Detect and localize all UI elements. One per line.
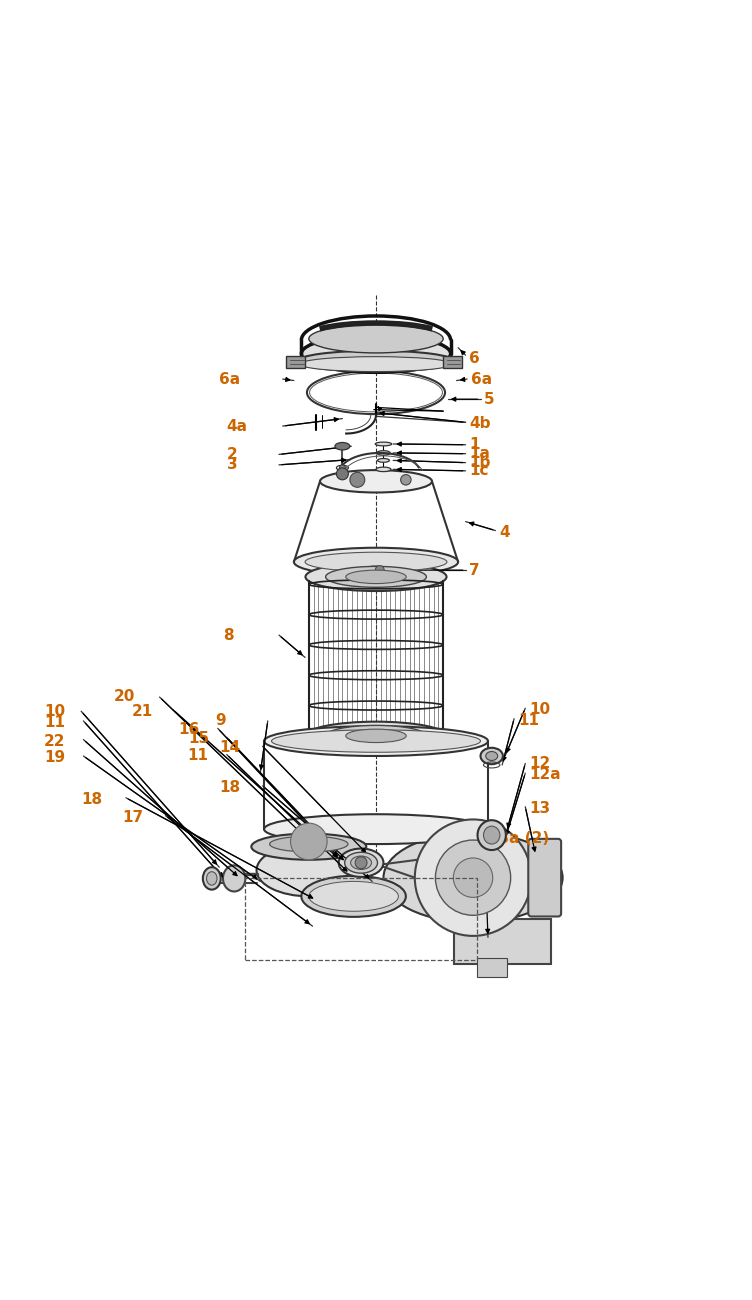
- Ellipse shape: [326, 567, 426, 588]
- FancyBboxPatch shape: [453, 919, 550, 963]
- Text: 10: 10: [529, 702, 550, 718]
- Ellipse shape: [377, 451, 390, 455]
- Circle shape: [435, 840, 511, 915]
- Text: 20: 20: [114, 689, 135, 703]
- Circle shape: [453, 858, 493, 897]
- Text: 4a: 4a: [226, 419, 247, 434]
- Text: 6a: 6a: [471, 372, 492, 386]
- Circle shape: [415, 819, 531, 936]
- Ellipse shape: [309, 881, 399, 911]
- Text: 3: 3: [226, 458, 238, 472]
- FancyBboxPatch shape: [528, 838, 561, 916]
- Text: 1a: 1a: [469, 446, 490, 462]
- Ellipse shape: [302, 335, 450, 372]
- Ellipse shape: [264, 814, 488, 844]
- Text: 11: 11: [44, 715, 65, 729]
- Bar: [245, 878, 477, 959]
- Text: 8: 8: [223, 628, 234, 642]
- Ellipse shape: [376, 467, 391, 472]
- Ellipse shape: [362, 566, 390, 575]
- Ellipse shape: [344, 853, 378, 874]
- Text: 5: 5: [484, 391, 495, 407]
- Ellipse shape: [486, 751, 498, 760]
- Ellipse shape: [346, 571, 406, 584]
- Ellipse shape: [305, 563, 447, 592]
- Ellipse shape: [384, 833, 562, 923]
- Text: 10: 10: [44, 703, 65, 719]
- Text: 22: 22: [44, 733, 65, 749]
- Circle shape: [350, 472, 365, 488]
- Text: 18: 18: [81, 792, 102, 807]
- Text: 21: 21: [132, 703, 153, 719]
- Ellipse shape: [298, 351, 454, 372]
- Ellipse shape: [264, 727, 488, 757]
- Ellipse shape: [299, 356, 453, 372]
- Text: 1: 1: [469, 437, 480, 452]
- Ellipse shape: [305, 722, 447, 750]
- Text: 6a: 6a: [220, 372, 241, 386]
- Text: 4b: 4b: [469, 416, 491, 432]
- Circle shape: [339, 465, 345, 471]
- Text: 7: 7: [469, 563, 480, 577]
- Ellipse shape: [378, 459, 390, 463]
- Text: 1b: 1b: [469, 455, 491, 471]
- Ellipse shape: [353, 563, 399, 577]
- Text: 14: 14: [220, 740, 241, 755]
- Text: 13: 13: [529, 801, 550, 815]
- Ellipse shape: [256, 844, 361, 896]
- Ellipse shape: [271, 729, 481, 753]
- Ellipse shape: [251, 833, 366, 859]
- Ellipse shape: [320, 471, 432, 493]
- Text: 18: 18: [220, 780, 241, 794]
- Ellipse shape: [207, 872, 217, 885]
- Circle shape: [355, 857, 367, 868]
- Text: 4: 4: [499, 525, 510, 540]
- FancyBboxPatch shape: [287, 356, 305, 368]
- Ellipse shape: [203, 867, 221, 889]
- Ellipse shape: [350, 855, 371, 870]
- Circle shape: [401, 474, 411, 485]
- Ellipse shape: [223, 866, 245, 892]
- Ellipse shape: [270, 836, 348, 852]
- Ellipse shape: [484, 827, 500, 844]
- Text: 11: 11: [187, 749, 208, 763]
- Circle shape: [336, 468, 348, 480]
- Ellipse shape: [346, 729, 406, 742]
- FancyBboxPatch shape: [477, 958, 507, 976]
- Text: 13a (2): 13a (2): [488, 831, 549, 845]
- Text: 6: 6: [469, 351, 480, 365]
- Text: 15: 15: [188, 732, 209, 746]
- Text: 12: 12: [529, 757, 550, 771]
- Ellipse shape: [375, 442, 392, 446]
- Text: 19: 19: [44, 750, 65, 764]
- Ellipse shape: [478, 820, 506, 850]
- Ellipse shape: [294, 547, 458, 576]
- Ellipse shape: [309, 325, 443, 352]
- Text: 9: 9: [216, 714, 226, 728]
- Text: 16: 16: [178, 723, 199, 737]
- Ellipse shape: [335, 442, 350, 450]
- Text: 12a: 12a: [529, 767, 561, 783]
- Ellipse shape: [326, 725, 426, 746]
- Ellipse shape: [338, 849, 384, 878]
- Ellipse shape: [302, 876, 406, 916]
- Text: 1c: 1c: [469, 463, 489, 478]
- Text: 17: 17: [123, 810, 144, 824]
- Ellipse shape: [305, 552, 447, 572]
- FancyBboxPatch shape: [443, 356, 462, 368]
- Ellipse shape: [481, 747, 503, 764]
- Circle shape: [375, 566, 384, 575]
- Text: 11: 11: [518, 714, 539, 728]
- Text: 2: 2: [226, 447, 238, 462]
- Circle shape: [290, 823, 327, 859]
